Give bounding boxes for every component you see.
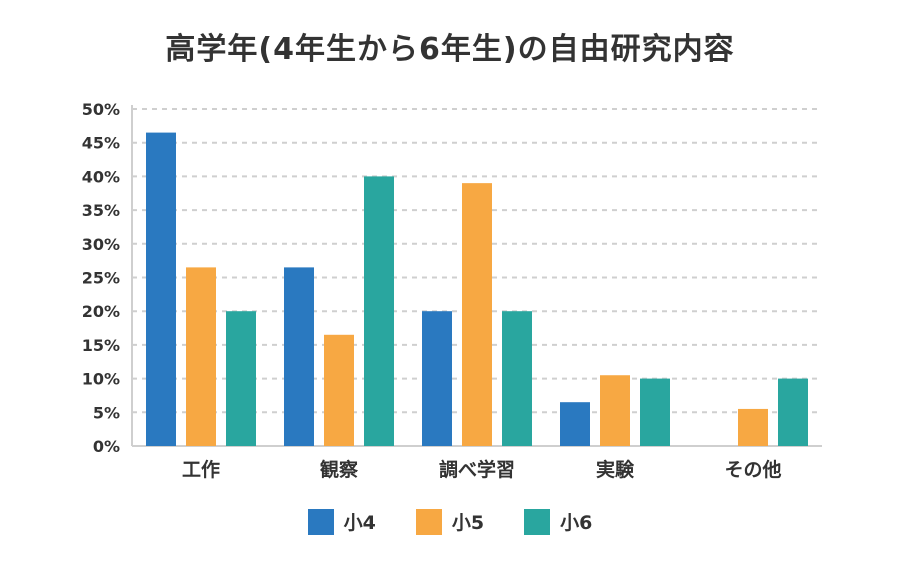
y-tick-label: 20% (82, 302, 120, 321)
legend-swatch (415, 508, 442, 535)
bar (364, 176, 394, 446)
x-tick-label: 実験 (596, 458, 635, 481)
bar (778, 378, 808, 446)
y-tick-label: 0% (93, 437, 120, 456)
y-tick-label: 50% (82, 100, 120, 119)
legend-swatch (307, 508, 334, 535)
bar-chart: 0% 5% 10% 15% 20% 25% 30% 35% 40% 45% 50% 工作 観察 調べ学習 実… (82, 100, 822, 481)
bar (226, 311, 256, 446)
bar (186, 267, 216, 446)
bar (324, 334, 354, 446)
bar (284, 267, 314, 446)
legend-label: 小5 (451, 512, 485, 534)
y-tick-label: 15% (82, 336, 120, 355)
y-tick-label: 5% (93, 403, 120, 422)
bar (462, 183, 492, 446)
legend: 小4 小5 小6 (0, 508, 900, 535)
bar (146, 132, 176, 446)
x-tick-label: その他 (724, 458, 781, 481)
chart-title: 高学年(4年生から6年生)の自由研究内容 (165, 32, 735, 67)
bar (422, 311, 452, 446)
y-tick-label: 45% (82, 134, 120, 153)
bar (502, 311, 532, 446)
y-tick-label: 25% (82, 269, 120, 288)
bar (560, 402, 590, 446)
y-tick-label: 40% (82, 167, 120, 186)
bar (600, 375, 630, 446)
legend-item: 小5 (415, 508, 485, 535)
legend-item: 小6 (524, 508, 592, 535)
bar (640, 378, 670, 446)
y-tick-label: 30% (82, 235, 120, 254)
legend-label: 小4 (343, 512, 376, 534)
y-tick-label: 35% (82, 201, 120, 220)
x-tick-label: 観察 (320, 458, 359, 481)
x-tick-label: 工作 (182, 458, 220, 481)
legend-label: 小6 (560, 512, 593, 534)
bar (738, 408, 768, 446)
x-tick-label: 調べ学習 (439, 458, 515, 481)
legend-swatch (524, 508, 551, 535)
legend-item: 小4 (307, 508, 376, 535)
y-tick-label: 10% (82, 370, 120, 389)
